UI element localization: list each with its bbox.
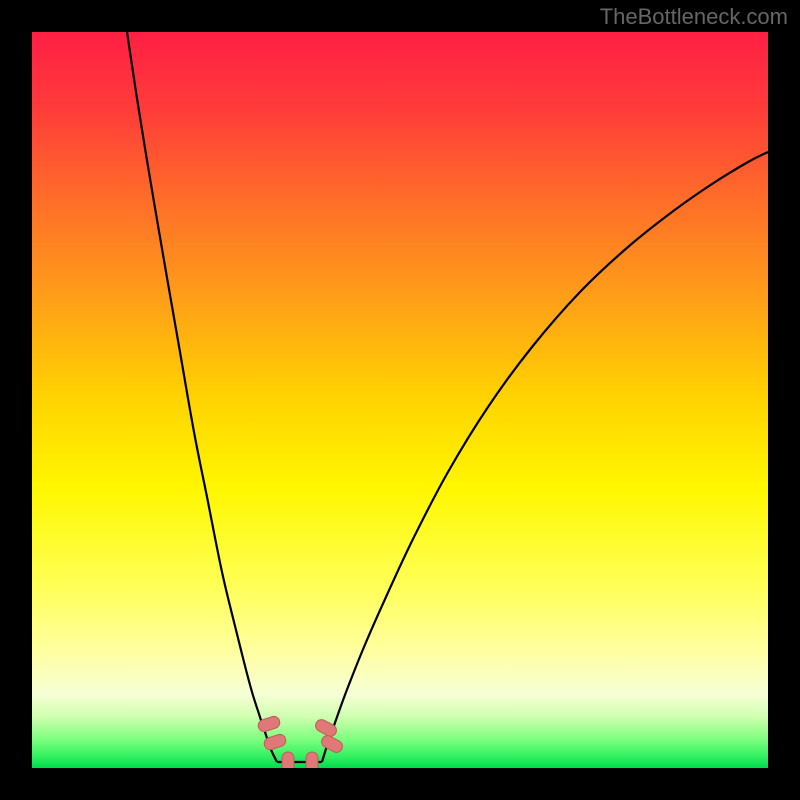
marker bbox=[306, 752, 318, 768]
marker bbox=[282, 752, 294, 768]
chart-frame: TheBottleneck.com bbox=[0, 0, 800, 800]
plot-svg bbox=[32, 32, 768, 768]
gradient-background bbox=[32, 32, 768, 768]
plot-area bbox=[32, 32, 768, 768]
watermark-text: TheBottleneck.com bbox=[600, 4, 788, 30]
